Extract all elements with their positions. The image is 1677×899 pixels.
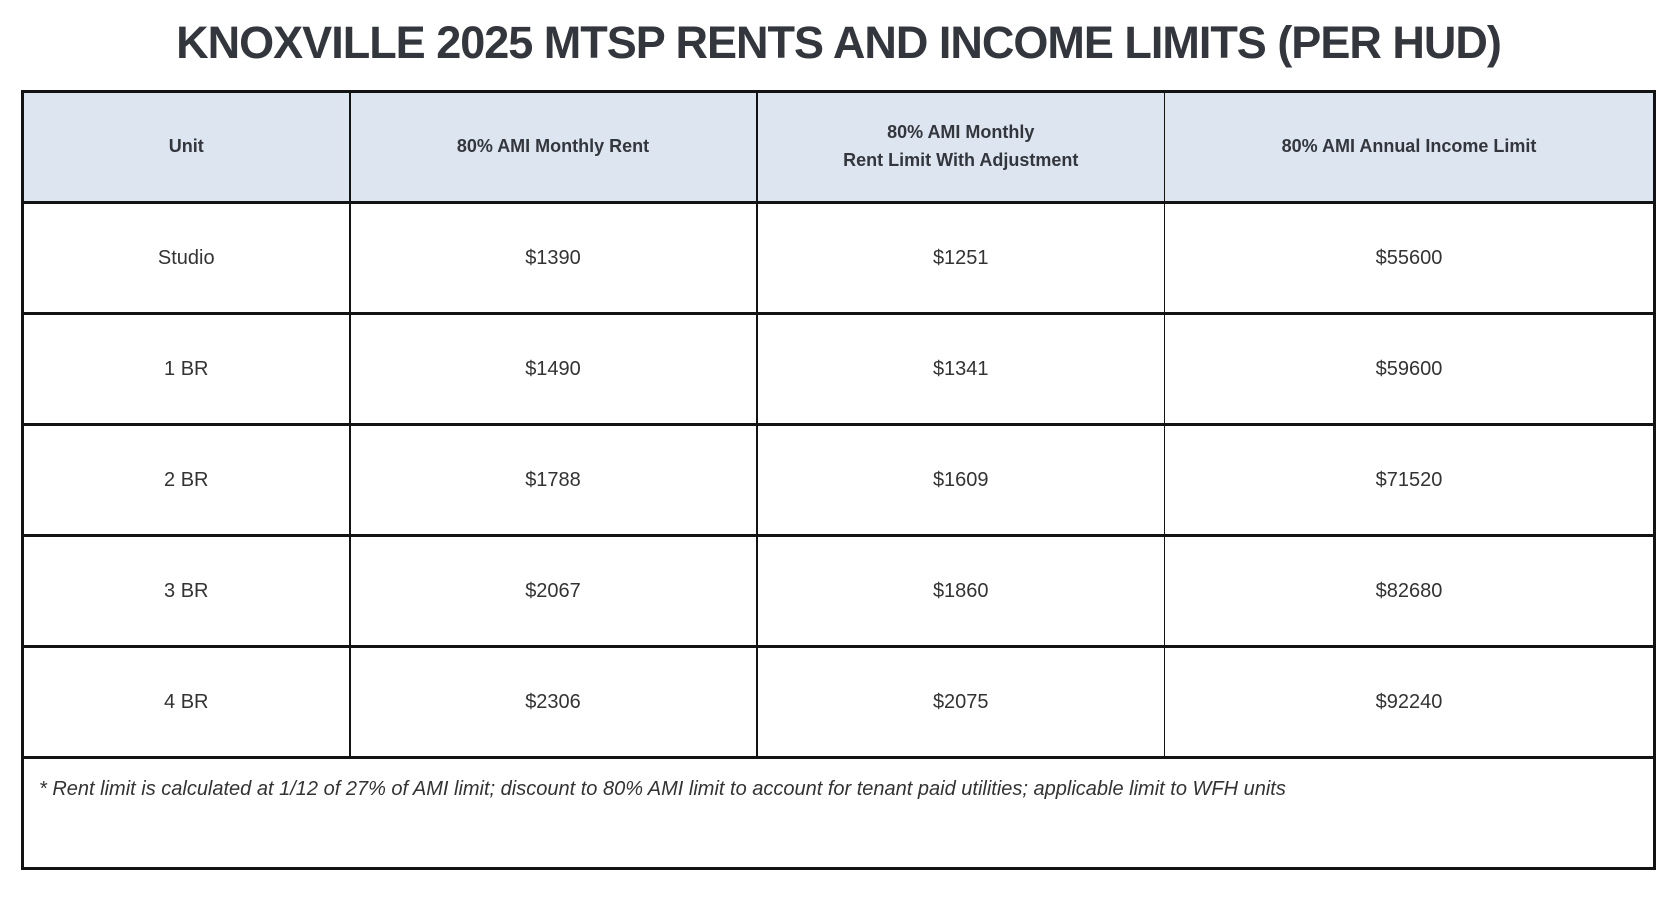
header-row: Unit 80% AMI Monthly Rent 80% AMI Monthl…: [21, 90, 1656, 204]
footnote-row: * Rent limit is calculated at 1/12 of 27…: [21, 756, 1656, 869]
unit-cell: 4 BR: [21, 645, 351, 759]
annual-income-cell: $82680: [1164, 534, 1656, 648]
table-row-studio: Studio $1390 $1251 $55600: [21, 201, 1656, 315]
annual-income-cell: $71520: [1164, 423, 1656, 537]
annual-income-cell: $92240: [1164, 645, 1656, 759]
page-title: KNOXVILLE 2025 MTSP RENTS AND INCOME LIM…: [176, 17, 1502, 68]
unit-cell: Studio: [21, 201, 351, 315]
table-row-3br: 3 BR $2067 $1860 $82680: [21, 534, 1656, 648]
table-row-2br: 2 BR $1788 $1609 $71520: [21, 423, 1656, 537]
header-rent-limit-adjusted: 80% AMI Monthly Rent Limit With Adjustme…: [755, 90, 1165, 204]
rent-limit-adjusted-cell: $1251: [755, 201, 1165, 315]
monthly-rent-cell: $2067: [348, 534, 758, 648]
table-body: Studio $1390 $1251 $55600 1 BR $1490 $13…: [21, 201, 1656, 869]
annual-income-cell: $59600: [1164, 312, 1656, 426]
annual-income-cell: $55600: [1164, 201, 1656, 315]
unit-cell: 2 BR: [21, 423, 351, 537]
header-unit: Unit: [21, 90, 351, 204]
header-annual-income-limit: 80% AMI Annual Income Limit: [1164, 90, 1656, 204]
header-monthly-rent: 80% AMI Monthly Rent: [348, 90, 758, 204]
rent-income-limits-table: Unit 80% AMI Monthly Rent 80% AMI Monthl…: [21, 90, 1656, 870]
monthly-rent-cell: $2306: [348, 645, 758, 759]
table-header: Unit 80% AMI Monthly Rent 80% AMI Monthl…: [21, 90, 1656, 204]
rent-limit-adjusted-cell: $1341: [755, 312, 1165, 426]
rent-limit-adjusted-cell: $2075: [755, 645, 1165, 759]
rent-limit-adjusted-cell: $1609: [755, 423, 1165, 537]
table-row-4br: 4 BR $2306 $2075 $92240: [21, 645, 1656, 759]
monthly-rent-cell: $1788: [348, 423, 758, 537]
table-row-1br: 1 BR $1490 $1341 $59600: [21, 312, 1656, 426]
unit-cell: 3 BR: [21, 534, 351, 648]
monthly-rent-cell: $1490: [348, 312, 758, 426]
unit-cell: 1 BR: [21, 312, 351, 426]
monthly-rent-cell: $1390: [348, 201, 758, 315]
footnote-text: * Rent limit is calculated at 1/12 of 27…: [21, 756, 1656, 869]
rent-limit-adjusted-cell: $1860: [755, 534, 1165, 648]
